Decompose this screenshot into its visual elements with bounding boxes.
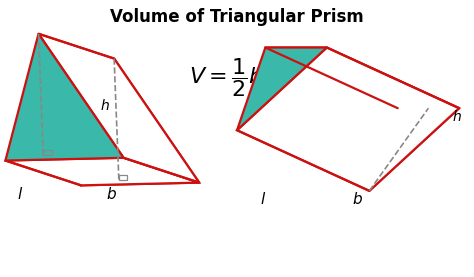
Text: $l$: $l$ [260, 191, 266, 207]
Text: $l$: $l$ [17, 186, 23, 202]
Polygon shape [237, 48, 459, 191]
Text: $h$: $h$ [100, 98, 109, 113]
Text: $V = \dfrac{1}{2}bhl$: $V = \dfrac{1}{2}bhl$ [189, 56, 285, 99]
Polygon shape [81, 58, 199, 185]
Text: $b$: $b$ [352, 191, 363, 207]
Text: Volume of Triangular Prism: Volume of Triangular Prism [110, 7, 364, 25]
Polygon shape [369, 108, 459, 191]
Polygon shape [5, 158, 199, 185]
Text: $h$: $h$ [452, 109, 462, 124]
Polygon shape [38, 34, 199, 183]
Polygon shape [5, 34, 124, 161]
Polygon shape [265, 48, 459, 108]
Text: $b$: $b$ [106, 186, 117, 202]
Polygon shape [237, 48, 327, 130]
